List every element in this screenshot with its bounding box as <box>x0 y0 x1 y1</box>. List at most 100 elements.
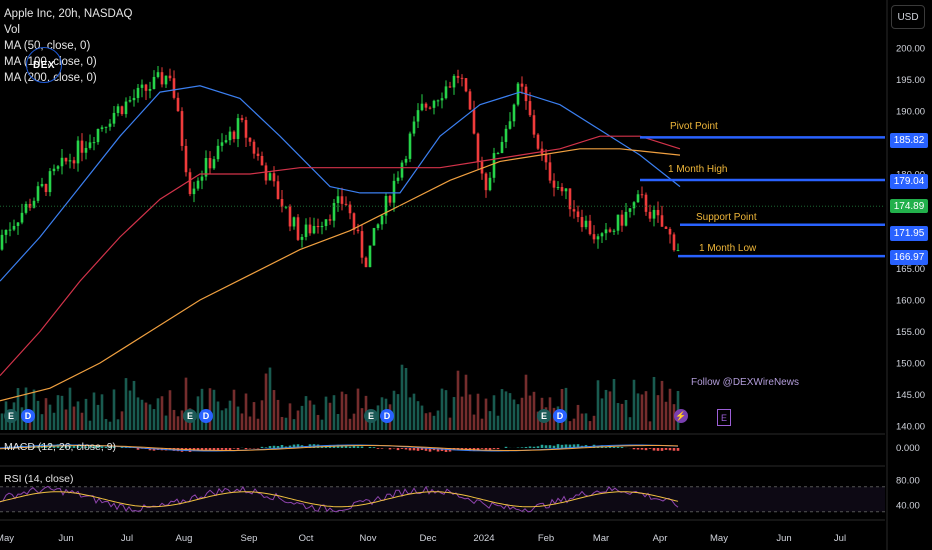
macd-histogram-bar <box>96 445 100 448</box>
volume-bar <box>592 415 596 430</box>
macd-histogram-bar <box>228 448 232 451</box>
candle-body <box>408 133 412 159</box>
candle-body <box>220 142 224 146</box>
macd-histogram-bar <box>644 448 648 451</box>
volume-bar <box>320 419 324 430</box>
candle-body <box>200 176 204 181</box>
earnings-event-icon[interactable]: E <box>537 409 551 423</box>
candle-body <box>164 75 168 85</box>
candle-body <box>368 245 372 268</box>
candle-body <box>152 76 156 89</box>
volume-bar <box>292 419 296 430</box>
time-tick-label: Sep <box>241 533 258 544</box>
volume-bar <box>476 393 480 430</box>
candle-body <box>528 101 532 116</box>
candle-body <box>352 213 356 230</box>
volume-bar <box>496 415 500 430</box>
macd-histogram-bar <box>488 448 492 450</box>
macd-histogram-bar <box>236 448 240 450</box>
volume-bar <box>444 390 448 430</box>
candle-body <box>420 103 424 111</box>
earnings-event-icon[interactable]: E <box>4 409 18 423</box>
macd-histogram-bar <box>504 446 508 448</box>
candle-body <box>596 236 600 240</box>
candle-body <box>392 180 396 203</box>
dividend-event-icon[interactable]: D <box>21 409 35 423</box>
volume-bar <box>420 405 424 430</box>
macd-histogram-bar <box>608 446 612 448</box>
month-low-price-badge: 166.97 <box>890 250 928 265</box>
dividend-event-icon[interactable]: D <box>380 409 394 423</box>
candle-body <box>120 106 124 115</box>
macd-histogram-bar <box>216 448 220 451</box>
candle-body <box>644 194 648 212</box>
time-tick-label: 2024 <box>473 533 494 544</box>
macd-histogram-bar <box>260 446 264 448</box>
legend-ma100: MA (100, close, 0) <box>4 56 97 68</box>
earnings-event-icon[interactable]: E <box>364 409 378 423</box>
legend-ma200: MA (200, close, 0) <box>4 72 97 84</box>
macd-histogram-bar <box>288 445 292 448</box>
volume-bar <box>360 408 364 430</box>
volume-bar <box>488 411 492 430</box>
volume-bar <box>328 402 332 430</box>
macd-histogram-bar <box>380 448 384 449</box>
legend-vol: Vol <box>4 24 20 36</box>
candle-body <box>580 217 584 228</box>
candle-body <box>572 209 576 212</box>
candle-body <box>428 107 432 109</box>
candle-body <box>412 121 416 134</box>
currency-button[interactable]: USD <box>891 5 925 29</box>
volume-bar <box>460 396 464 430</box>
candle-body <box>144 84 148 91</box>
macd-histogram-bar <box>108 446 112 448</box>
dividend-event-icon[interactable]: D <box>553 409 567 423</box>
earnings-event-icon[interactable]: E <box>183 409 197 423</box>
macd-histogram-bar <box>576 444 580 448</box>
volume-bar <box>72 406 76 430</box>
volume-bar <box>300 405 304 430</box>
upcoming-earnings-icon[interactable]: E <box>717 409 731 426</box>
candle-body <box>12 225 16 230</box>
candle-body <box>492 153 496 178</box>
macd-histogram-bar <box>396 448 400 451</box>
candle-body <box>280 199 284 207</box>
macd-histogram-bar <box>652 448 656 451</box>
price-tick-label: 200.00 <box>896 44 925 55</box>
candle-body <box>300 236 304 240</box>
candle-body <box>396 177 400 181</box>
candle-body <box>400 162 404 178</box>
volume-bar <box>116 419 120 430</box>
candle-body <box>668 228 672 235</box>
macd-histogram-bar <box>544 445 548 448</box>
macd-histogram-bar <box>524 446 528 448</box>
macd-histogram-bar <box>640 448 644 450</box>
volume-bar <box>24 387 28 430</box>
candle-body <box>372 228 376 246</box>
time-tick-label: Oct <box>299 533 314 544</box>
candle-body <box>608 229 612 232</box>
candle-body <box>496 153 500 155</box>
candle-body <box>288 206 292 227</box>
volume-bar <box>588 421 592 430</box>
macd-histogram-bar <box>412 448 416 451</box>
candle-body <box>272 173 276 182</box>
volume-bar <box>68 387 72 430</box>
volume-bar <box>636 393 640 430</box>
flash-event-icon[interactable]: ⚡ <box>674 409 688 423</box>
volume-bar <box>196 396 200 430</box>
macd-histogram-bar <box>484 448 488 450</box>
candle-body <box>48 171 52 193</box>
volume-bar <box>308 400 312 430</box>
candle-body <box>404 158 408 163</box>
legend-ma50: MA (50, close, 0) <box>4 40 91 52</box>
dividend-event-icon[interactable]: D <box>199 409 213 423</box>
candle-body <box>232 131 236 139</box>
rsi-axis-mid-label: 40.00 <box>896 501 920 512</box>
volume-bar <box>64 409 68 430</box>
candle-body <box>148 88 152 91</box>
candle-body <box>196 180 200 189</box>
candle-body <box>464 78 468 92</box>
macd-histogram-bar <box>296 444 300 448</box>
